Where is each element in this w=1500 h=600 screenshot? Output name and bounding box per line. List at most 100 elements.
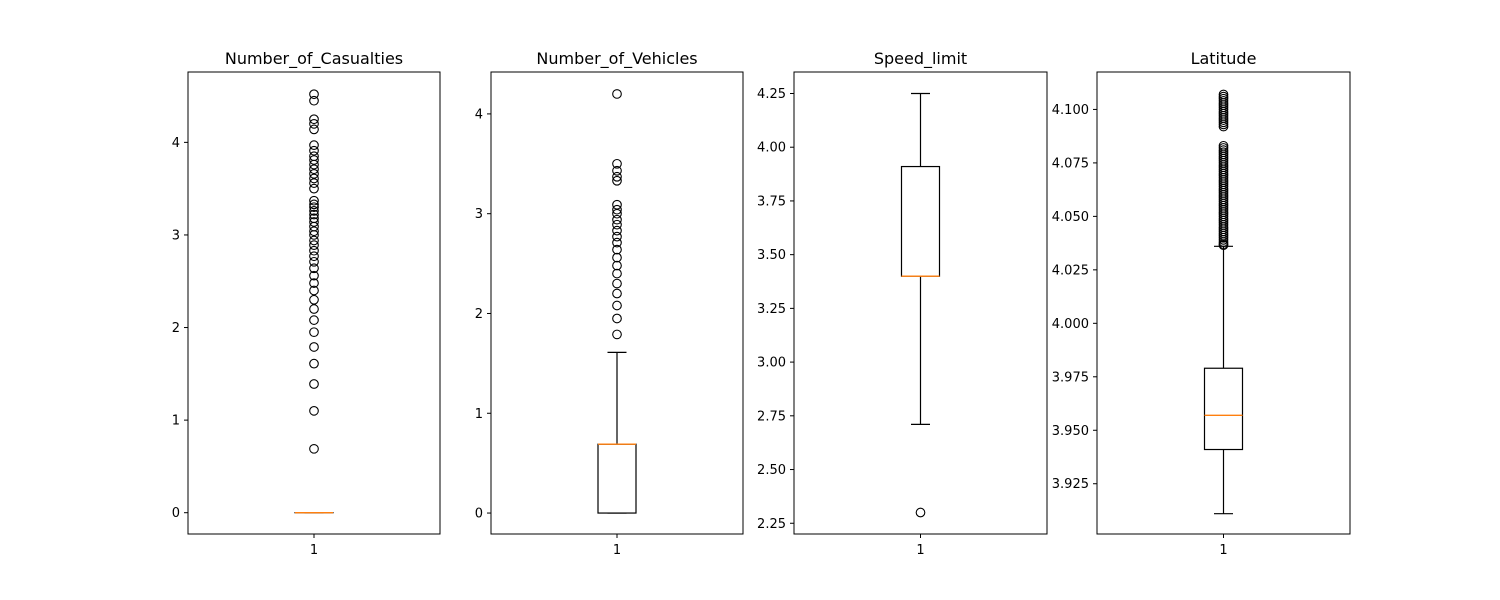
outlier-point (612, 165, 622, 176)
outlier-point (915, 507, 926, 518)
outlier-point (309, 183, 319, 194)
y-tick-label: 4.000 (1052, 317, 1089, 332)
outlier-point (612, 158, 622, 169)
outlier-point (1218, 89, 1229, 100)
axes-frame (490, 71, 744, 535)
subplot-title: Latitude (1191, 49, 1257, 68)
outlier-point (309, 270, 319, 281)
outlier-point (612, 171, 622, 182)
outlier-point (309, 251, 319, 262)
outlier-point (612, 288, 622, 299)
y-tick-label: 3.50 (757, 248, 786, 263)
outlier-point (309, 168, 319, 179)
outlier-point (309, 294, 319, 305)
outlier-point (309, 226, 319, 237)
subplot-2: Number_of_Vehicles 0 1 2 3 4 1 (475, 49, 744, 558)
outlier-point (309, 358, 319, 369)
axes-frame (187, 71, 441, 535)
outlier-point (309, 379, 319, 389)
y-tick-label: 3.925 (1052, 477, 1089, 492)
outlier-point (309, 285, 319, 296)
outlier-point (309, 206, 319, 216)
outlier-point (612, 199, 622, 210)
outlier-point (309, 173, 319, 184)
outlier-point (309, 256, 319, 267)
outlier-point (612, 329, 622, 340)
subplot-title: Number_of_Casualties (225, 49, 403, 69)
subplot-title: Speed_limit (874, 49, 967, 69)
outlier-point (612, 313, 622, 324)
outlier-point (309, 145, 319, 156)
x-tick-label: 1 (916, 543, 924, 558)
outlier-point (612, 204, 622, 215)
outlier-point (309, 155, 319, 165)
outlier-point (309, 195, 319, 206)
subplot-title: Number_of_Vehicles (536, 49, 697, 69)
outlier-point (612, 278, 622, 289)
y-tick-label: 3 (475, 207, 483, 222)
box (1203, 367, 1244, 451)
outlier-point (309, 278, 319, 288)
outlier-point (309, 95, 319, 106)
y-tick-label: 4.100 (1052, 103, 1089, 118)
outlier-point (309, 217, 319, 227)
outlier-point (612, 300, 622, 311)
outlier-point (309, 89, 319, 100)
outlier-point (309, 235, 319, 246)
y-tick-label: 4 (172, 136, 180, 151)
outlier-point (309, 114, 319, 125)
outlier-point (309, 213, 319, 224)
outlier-point (612, 260, 622, 271)
y-tick-label: 0 (172, 506, 180, 521)
subplot-4: Latitude 3.925 3.950 3.975 4.000 4.025 4.050 4.… (1052, 49, 1351, 558)
y-tick-label: 4.050 (1052, 210, 1089, 225)
y-tick-label: 2.75 (757, 409, 786, 424)
outlier-point (309, 202, 319, 213)
y-tick-label: 4.025 (1052, 263, 1089, 278)
subplot-1: Number_of_Casualties 0 1 2 3 4 1 (172, 49, 441, 558)
outlier-point (309, 140, 319, 150)
outlier-point (612, 214, 622, 225)
y-tick-label: 2.50 (757, 463, 786, 478)
outlier-point (309, 178, 319, 188)
outlier-point (612, 237, 622, 248)
subplot-3: Speed_limit 2.25 2.50 2.75 3.00 3.25 3.50 3.75 4… (757, 49, 1048, 558)
outlier-point (309, 209, 319, 220)
outlier-point (612, 268, 622, 279)
y-tick-label: 3.950 (1052, 424, 1089, 439)
y-tick-label: 3.25 (757, 302, 786, 317)
outlier-point (309, 118, 319, 129)
outlier-point (309, 151, 319, 162)
y-tick-label: 4.25 (757, 87, 786, 102)
outlier-point (612, 252, 622, 263)
outlier-point (612, 225, 622, 236)
outlier-point (612, 244, 622, 255)
y-tick-label: 1 (475, 407, 483, 422)
outlier-point (309, 327, 319, 338)
y-tick-label: 4.00 (757, 141, 786, 156)
outlier-point (309, 406, 319, 416)
outlier-point (309, 315, 319, 325)
outlier-point (309, 443, 319, 454)
outlier-point (309, 304, 319, 314)
axes-frame (1096, 71, 1351, 535)
y-tick-label: 3 (172, 228, 180, 243)
y-tick-label: 3.75 (757, 194, 786, 209)
axes-frame (793, 71, 1048, 535)
outlier-point (309, 164, 319, 175)
y-tick-label: 2 (475, 307, 483, 322)
y-tick-label: 4.075 (1052, 156, 1089, 171)
outlier-point (612, 175, 622, 186)
outlier-point (612, 231, 622, 242)
y-tick-label: 3.975 (1052, 370, 1089, 385)
y-tick-label: 0 (475, 507, 483, 522)
x-tick-label: 1 (1219, 543, 1227, 558)
y-tick-label: 4 (475, 107, 483, 122)
y-tick-label: 2.25 (757, 517, 786, 532)
outlier-point (612, 219, 622, 230)
x-tick-label: 1 (613, 543, 621, 558)
outlier-point (309, 240, 319, 250)
outlier-point (309, 124, 319, 135)
